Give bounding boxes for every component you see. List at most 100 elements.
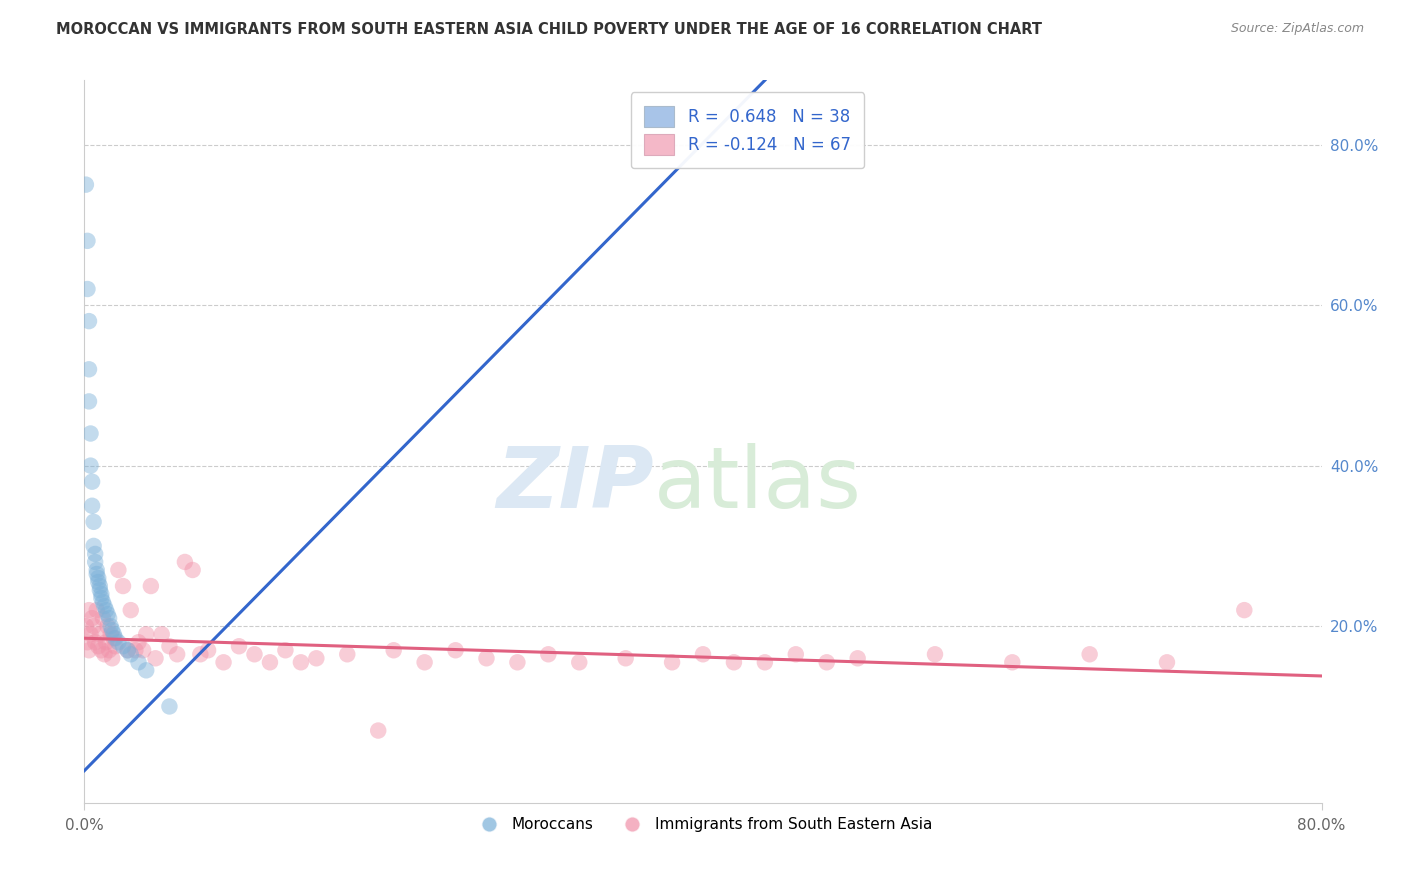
- Point: [76, 234, 98, 248]
- Point: [96, 619, 118, 633]
- Point: [846, 651, 869, 665]
- Point: [87, 571, 110, 585]
- Point: [166, 648, 188, 662]
- Point: [785, 648, 807, 662]
- Point: [150, 627, 173, 641]
- Legend: Moroccans, Immigrants from South Eastern Asia: Moroccans, Immigrants from South Eastern…: [468, 812, 938, 838]
- Point: [181, 563, 204, 577]
- Point: [77, 643, 100, 657]
- Point: [86, 603, 108, 617]
- Point: [259, 655, 281, 669]
- Text: atlas: atlas: [654, 443, 862, 526]
- Point: [84, 555, 107, 569]
- Point: [82, 475, 104, 489]
- Point: [107, 563, 129, 577]
- Point: [132, 643, 155, 657]
- Point: [77, 394, 100, 409]
- Point: [94, 603, 117, 617]
- Point: [103, 632, 125, 646]
- Point: [506, 655, 529, 669]
- Text: Source: ZipAtlas.com: Source: ZipAtlas.com: [1230, 22, 1364, 36]
- Point: [367, 723, 389, 738]
- Point: [139, 579, 162, 593]
- Point: [76, 282, 98, 296]
- Point: [76, 635, 98, 649]
- Point: [444, 643, 467, 657]
- Point: [336, 648, 359, 662]
- Point: [96, 607, 118, 621]
- Point: [661, 655, 683, 669]
- Point: [1078, 648, 1101, 662]
- Point: [243, 648, 266, 662]
- Point: [82, 499, 104, 513]
- Point: [93, 648, 115, 662]
- Point: [1001, 655, 1024, 669]
- Point: [89, 583, 111, 598]
- Point: [98, 643, 121, 657]
- Point: [100, 627, 122, 641]
- Point: [120, 648, 142, 662]
- Point: [228, 639, 250, 653]
- Point: [1156, 655, 1178, 669]
- Point: [135, 627, 157, 641]
- Point: [614, 651, 637, 665]
- Point: [1233, 603, 1256, 617]
- Point: [692, 648, 714, 662]
- Point: [135, 664, 157, 678]
- Point: [89, 579, 111, 593]
- Point: [104, 639, 127, 653]
- Point: [86, 567, 108, 582]
- Point: [98, 611, 121, 625]
- Point: [75, 619, 97, 633]
- Point: [86, 563, 108, 577]
- Point: [815, 655, 838, 669]
- Point: [103, 627, 125, 641]
- Point: [127, 655, 149, 669]
- Point: [305, 651, 328, 665]
- Point: [188, 648, 211, 662]
- Point: [79, 627, 101, 641]
- Point: [274, 643, 297, 657]
- Text: MOROCCAN VS IMMIGRANTS FROM SOUTH EASTERN ASIA CHILD POVERTY UNDER THE AGE OF 16: MOROCCAN VS IMMIGRANTS FROM SOUTH EASTER…: [56, 22, 1042, 37]
- Point: [100, 619, 122, 633]
- Point: [117, 643, 139, 657]
- Point: [79, 426, 101, 441]
- Point: [84, 635, 107, 649]
- Point: [174, 555, 197, 569]
- Point: [475, 651, 498, 665]
- Point: [145, 651, 167, 665]
- Point: [382, 643, 405, 657]
- Point: [568, 655, 591, 669]
- Point: [91, 611, 114, 625]
- Point: [537, 648, 560, 662]
- Point: [89, 627, 111, 641]
- Point: [101, 651, 124, 665]
- Point: [117, 643, 139, 657]
- Point: [159, 639, 180, 653]
- Point: [77, 603, 100, 617]
- Point: [120, 603, 142, 617]
- Point: [104, 632, 127, 646]
- Point: [83, 515, 105, 529]
- Point: [127, 635, 149, 649]
- Point: [90, 643, 112, 657]
- Point: [83, 619, 105, 633]
- Point: [112, 639, 135, 653]
- Point: [77, 362, 100, 376]
- Point: [79, 458, 101, 473]
- Point: [87, 574, 110, 589]
- Point: [197, 643, 219, 657]
- Point: [82, 611, 104, 625]
- Point: [413, 655, 436, 669]
- Point: [90, 591, 112, 606]
- Point: [93, 599, 115, 614]
- Point: [90, 587, 112, 601]
- Point: [84, 547, 107, 561]
- Point: [94, 635, 117, 649]
- Point: [159, 699, 180, 714]
- Point: [77, 314, 100, 328]
- Point: [754, 655, 776, 669]
- Point: [87, 639, 110, 653]
- Point: [723, 655, 745, 669]
- Point: [124, 643, 146, 657]
